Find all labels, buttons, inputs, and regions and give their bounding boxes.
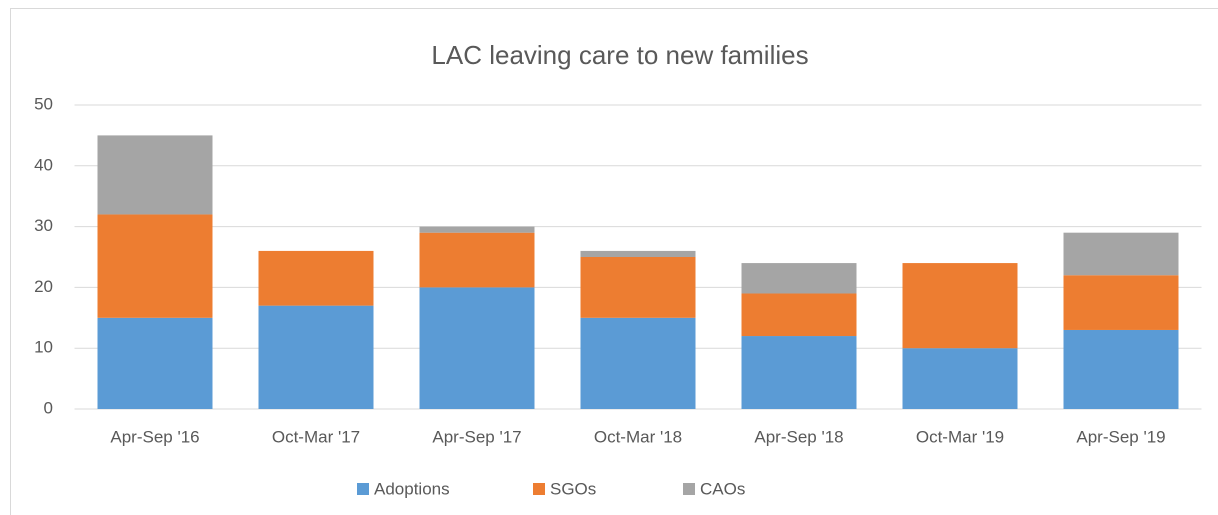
- bar-segment: [97, 135, 213, 215]
- y-tick-label: 20: [34, 277, 53, 296]
- bar-segment: [902, 348, 1018, 409]
- y-tick-label: 40: [34, 155, 53, 174]
- bar-segment: [419, 287, 535, 409]
- bar-segment: [258, 305, 374, 409]
- bar-segment: [1063, 275, 1179, 330]
- x-tick-label: Oct-Mar '19: [916, 427, 1004, 446]
- x-tick-label: Apr-Sep '18: [754, 427, 843, 446]
- legend-swatch: [533, 483, 545, 495]
- y-tick-label: 30: [34, 216, 53, 235]
- chart-title: LAC leaving care to new families: [431, 40, 808, 70]
- bar-segment: [258, 250, 374, 306]
- bar-segment: [902, 263, 1018, 349]
- legend-swatch: [357, 483, 369, 495]
- bar-segment: [97, 214, 213, 318]
- legend-label: SGOs: [550, 479, 596, 498]
- legend-swatch: [683, 483, 695, 495]
- legend-label: Adoptions: [374, 479, 450, 498]
- bar-segment: [419, 226, 535, 233]
- x-tick-label: Apr-Sep '17: [432, 427, 521, 446]
- bar-segment: [1063, 232, 1179, 276]
- y-tick-label: 10: [34, 338, 53, 357]
- y-tick-label: 50: [34, 94, 53, 113]
- x-tick-label: Apr-Sep '19: [1076, 427, 1165, 446]
- bar-segment: [97, 317, 213, 409]
- x-tick-label: Oct-Mar '17: [272, 427, 360, 446]
- y-tick-label: 0: [44, 398, 53, 417]
- bar-segment: [741, 263, 857, 294]
- bar-segment: [741, 336, 857, 409]
- bar-segment: [741, 293, 857, 337]
- bar-segment: [580, 257, 696, 318]
- x-tick-label: Apr-Sep '16: [110, 427, 199, 446]
- bar-segment: [580, 317, 696, 409]
- legend-label: CAOs: [700, 479, 745, 498]
- bar-segment: [419, 232, 535, 288]
- bar-segment: [1063, 329, 1179, 409]
- x-tick-label: Oct-Mar '18: [594, 427, 682, 446]
- bar-segment: [580, 250, 696, 257]
